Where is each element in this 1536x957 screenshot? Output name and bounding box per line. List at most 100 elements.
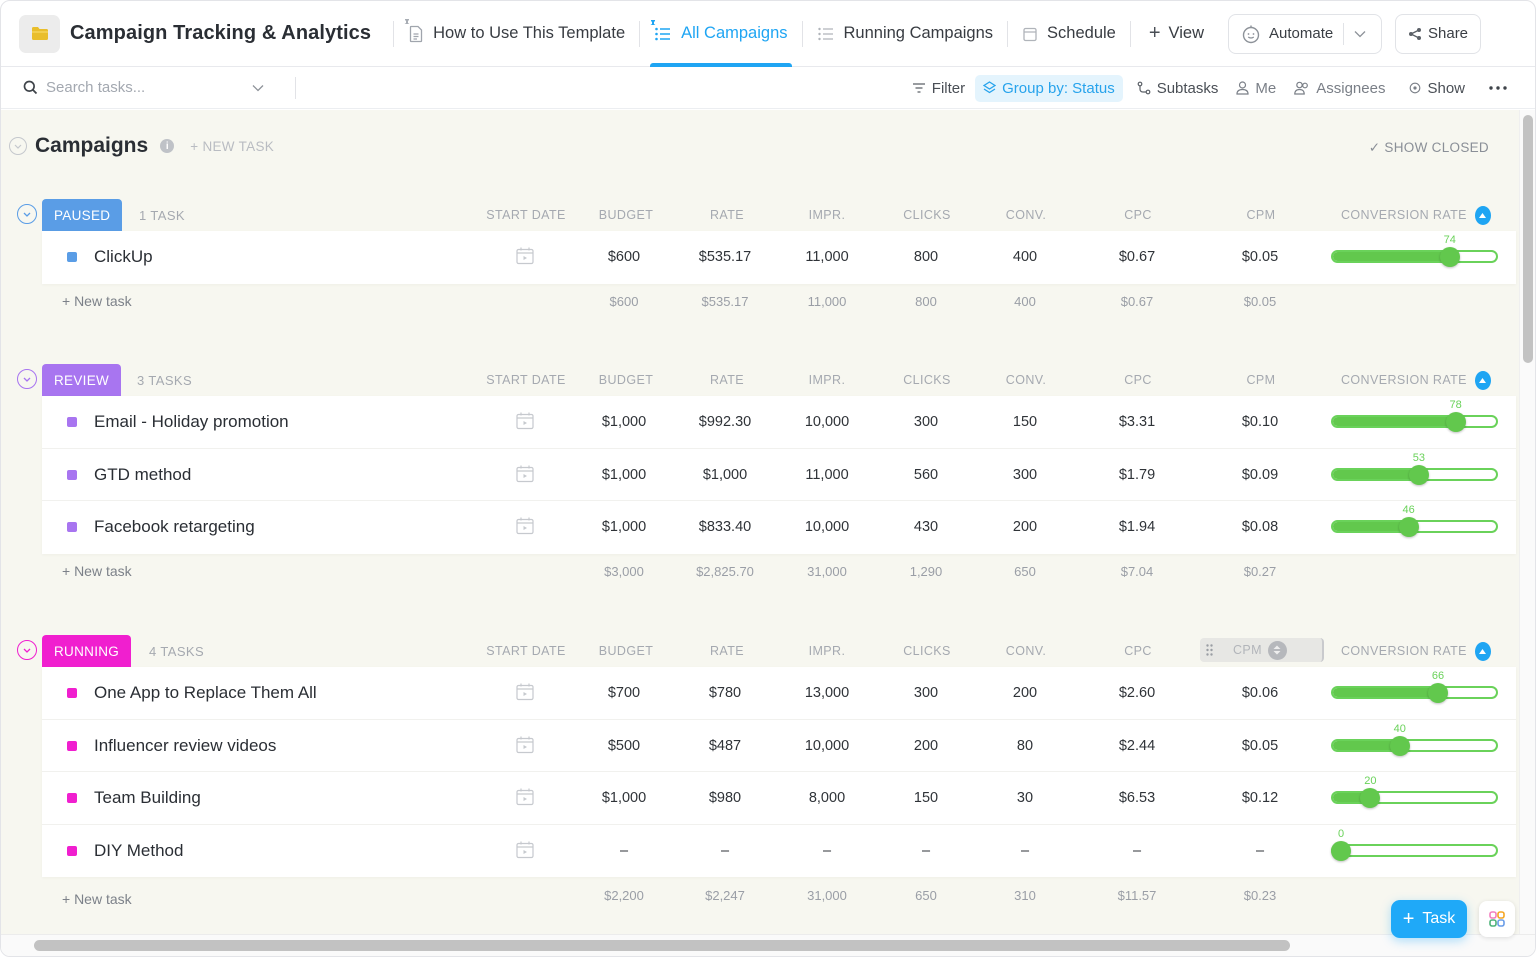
col-cpm[interactable]: CPM: [1246, 208, 1276, 222]
col-start-date[interactable]: START DATE: [486, 208, 566, 222]
status-square-icon[interactable]: [67, 522, 77, 532]
add-task-button[interactable]: + New task: [62, 293, 132, 309]
cpc-cell[interactable]: $1.79: [1118, 466, 1156, 483]
col-cpc[interactable]: CPC: [1124, 208, 1152, 222]
automate-button[interactable]: Automate: [1228, 13, 1382, 54]
collapse-list-toggle[interactable]: [9, 137, 27, 155]
add-task-fab[interactable]: + Task: [1391, 900, 1467, 938]
search-box[interactable]: [23, 79, 283, 96]
task-name[interactable]: One App to Replace Them All: [94, 683, 317, 702]
cpc-cell[interactable]: $0.67: [1118, 249, 1156, 265]
col-conv[interactable]: CONV.: [1005, 208, 1047, 222]
rate-cell[interactable]: $833.40: [698, 519, 752, 535]
col-clicks[interactable]: CLICKS: [903, 644, 951, 658]
folder-icon[interactable]: [19, 14, 60, 53]
col-clicks[interactable]: CLICKS: [903, 373, 951, 387]
task-row[interactable]: Team Building $1,000 $980 8,000 150 30 $…: [42, 772, 1516, 825]
impr-cell[interactable]: 10,000: [804, 519, 850, 535]
col-conv[interactable]: CONV.: [1005, 373, 1047, 387]
start-date-calendar-icon[interactable]: [515, 787, 535, 807]
start-date-calendar-icon[interactable]: [515, 682, 535, 702]
rate-cell[interactable]: $992.30: [698, 414, 752, 430]
budget-cell[interactable]: $600: [607, 249, 641, 265]
task-name[interactable]: Email - Holiday promotion: [94, 412, 289, 431]
task-name[interactable]: Team Building: [94, 788, 201, 807]
col-budget[interactable]: BUDGET: [598, 373, 654, 387]
more-options-button[interactable]: [1481, 81, 1515, 95]
cpm-cell[interactable]: $0.06: [1241, 685, 1279, 701]
start-date-calendar-icon[interactable]: [515, 411, 535, 431]
task-row[interactable]: Facebook retargeting $1,000 $833.40 10,0…: [42, 501, 1516, 554]
cpm-cell[interactable]: $0.09: [1241, 466, 1279, 483]
scroll-thumb[interactable]: [34, 940, 1290, 951]
task-row[interactable]: ClickUp $600 $535.17 11,000 800 400 $0.6…: [42, 231, 1516, 284]
budget-cell[interactable]: $1,000: [601, 466, 647, 483]
budget-cell[interactable]: $500: [607, 737, 641, 754]
me-button[interactable]: Me: [1228, 75, 1284, 102]
status-square-icon[interactable]: [67, 740, 77, 751]
tab-how-to-use[interactable]: How to Use This Template: [394, 1, 639, 67]
cpc-cell[interactable]: $3.31: [1118, 414, 1156, 430]
chevron-down-icon[interactable]: [252, 84, 264, 92]
cpc-cell[interactable]: $1.94: [1118, 519, 1156, 535]
clicks-cell[interactable]: 200: [913, 737, 939, 754]
cpm-cell[interactable]: –: [1255, 842, 1265, 859]
clicks-cell[interactable]: 300: [913, 685, 939, 701]
conv-cell[interactable]: 300: [1012, 466, 1038, 483]
vertical-scrollbar[interactable]: [1519, 110, 1535, 936]
collapse-group-toggle[interactable]: [17, 369, 37, 389]
col-budget[interactable]: BUDGET: [598, 644, 654, 658]
cpc-cell[interactable]: $6.53: [1118, 790, 1156, 806]
col-conv[interactable]: CONV.: [1005, 644, 1047, 658]
status-badge[interactable]: REVIEW: [42, 364, 122, 396]
clicks-cell[interactable]: 560: [913, 466, 939, 483]
rate-cell[interactable]: $535.17: [698, 249, 752, 265]
task-row[interactable]: GTD method $1,000 $1,000 11,000 560 300 …: [42, 449, 1516, 501]
task-name[interactable]: ClickUp: [94, 247, 153, 266]
tab-all-campaigns[interactable]: All Campaigns: [640, 1, 801, 67]
show-closed-button[interactable]: ✓ SHOW CLOSED: [1369, 140, 1489, 156]
collapse-group-toggle[interactable]: [17, 640, 37, 660]
task-name[interactable]: Facebook retargeting: [94, 517, 255, 536]
chevron-down-icon[interactable]: [1354, 30, 1366, 38]
conv-cell[interactable]: 80: [1016, 737, 1034, 754]
cpc-cell[interactable]: $2.60: [1118, 685, 1156, 701]
clicks-cell[interactable]: 150: [913, 790, 939, 806]
cpc-cell[interactable]: –: [1132, 842, 1142, 859]
new-task-button[interactable]: + NEW TASK: [190, 138, 275, 154]
status-square-icon[interactable]: [67, 845, 77, 856]
conv-cell[interactable]: 150: [1012, 414, 1038, 430]
assignees-button[interactable]: Assignees: [1286, 75, 1393, 102]
cpm-cell[interactable]: $0.05: [1241, 737, 1279, 754]
col-cpm[interactable]: CPM: [1246, 373, 1276, 387]
start-date-calendar-icon[interactable]: [515, 246, 535, 266]
tab-schedule[interactable]: Schedule: [1008, 1, 1130, 67]
cpm-cell[interactable]: $0.08: [1241, 519, 1279, 535]
share-button[interactable]: Share: [1395, 13, 1481, 54]
col-impr[interactable]: IMPR.: [808, 644, 846, 658]
cpm-cell[interactable]: $0.10: [1241, 414, 1279, 430]
task-row[interactable]: Influencer review videos $500 $487 10,00…: [42, 720, 1516, 772]
budget-cell[interactable]: $1,000: [601, 790, 647, 806]
conv-cell[interactable]: 200: [1012, 519, 1038, 535]
budget-cell[interactable]: –: [619, 842, 629, 859]
task-row[interactable]: One App to Replace Them All $700 $780 13…: [42, 667, 1516, 720]
col-conversion-rate[interactable]: CONVERSION RATE: [1341, 364, 1491, 396]
show-button[interactable]: Show: [1401, 75, 1473, 102]
status-square-icon[interactable]: [67, 252, 77, 262]
scroll-thumb[interactable]: [1523, 115, 1533, 363]
add-task-button[interactable]: + New task: [62, 563, 132, 579]
add-task-button[interactable]: + New task: [62, 891, 132, 907]
clicks-cell[interactable]: 800: [913, 249, 939, 265]
budget-cell[interactable]: $700: [607, 685, 641, 701]
rate-cell[interactable]: $487: [708, 737, 742, 754]
task-row[interactable]: DIY Method – – – – – – – 0: [42, 825, 1516, 878]
col-start-date[interactable]: START DATE: [486, 373, 566, 387]
collapse-group-toggle[interactable]: [17, 204, 37, 224]
sort-toggle-icon[interactable]: [1267, 640, 1287, 660]
sort-asc-icon[interactable]: [1474, 370, 1491, 390]
clicks-cell[interactable]: 300: [913, 414, 939, 430]
rate-cell[interactable]: $1,000: [702, 466, 748, 483]
impr-cell[interactable]: 11,000: [805, 466, 849, 483]
budget-cell[interactable]: $1,000: [601, 519, 647, 535]
